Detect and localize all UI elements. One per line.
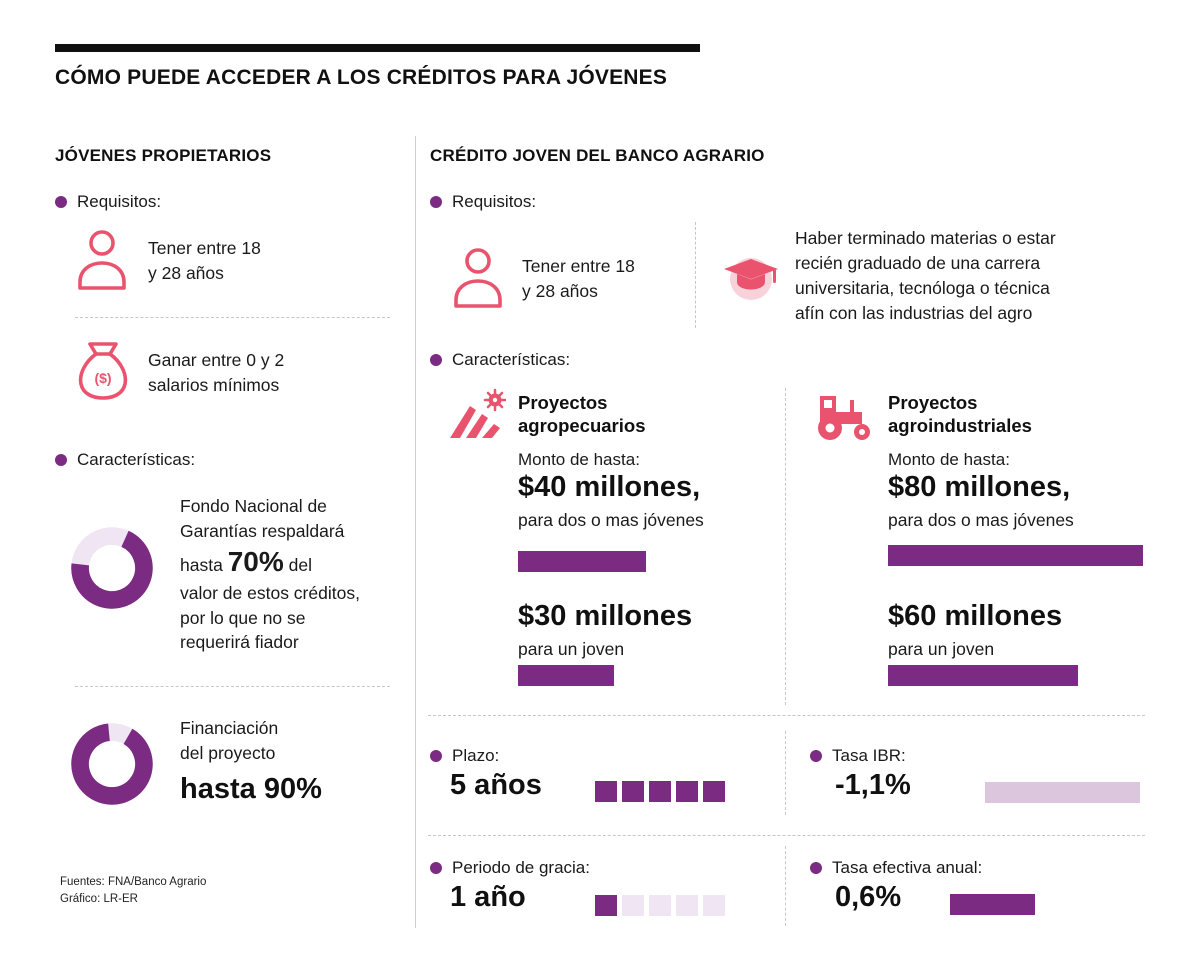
crop-field-icon <box>450 388 506 438</box>
divider <box>785 731 786 815</box>
industrial-amount-single: $60 millones <box>888 600 1063 632</box>
bar-industrial-group <box>888 545 1143 566</box>
industrial-amount-single-sub: para un joven <box>888 639 995 659</box>
financing-percent-value: hasta 90% <box>180 772 322 805</box>
bullet-dot-icon <box>430 862 442 874</box>
label-text: Plazo: <box>452 746 500 765</box>
tasa-ibr-label: Tasa IBR: <box>810 746 906 766</box>
divider <box>428 715 1145 716</box>
agro-monto-label: Monto de hasta: <box>518 450 640 469</box>
unit-square <box>676 895 698 916</box>
tasa-efectiva-label: Tasa efectiva anual: <box>810 858 982 878</box>
title-rule <box>55 44 700 52</box>
guarantee-percent-value: 70% <box>227 545 284 577</box>
right-req-education-text: Haber terminado materias o estar recién … <box>795 228 1056 323</box>
sources-note: Fuentes: FNA/Banco Agrario Gráfico: LR-E… <box>60 874 206 909</box>
label-text: Requisitos: <box>452 192 537 211</box>
bar-industrial-single <box>888 665 1078 686</box>
industrial-amount-group-sub: para dos o mas jóvenes <box>888 510 1074 530</box>
graduation-cap-icon <box>724 258 778 300</box>
agro-amount-group-sub: para dos o mas jóvenes <box>518 510 704 530</box>
label-text: Características: <box>77 450 196 469</box>
column-divider <box>415 136 416 928</box>
unit-square <box>622 781 644 802</box>
right-section-title: CRÉDITO JOVEN DEL BANCO AGRARIO <box>430 146 765 165</box>
plazo-label: Plazo: <box>430 746 499 766</box>
financing-intro: Financiación del proyecto <box>180 718 279 763</box>
unit-square <box>595 895 617 916</box>
guarantee-intro: Fondo Nacional de Garantías respaldará <box>180 496 345 541</box>
agro-amount-group: $40 millones, <box>518 471 701 503</box>
periodo-gracia-unit-squares <box>595 895 725 916</box>
tasa-ibr-value: -1,1% <box>835 769 911 801</box>
svg-text:($): ($) <box>94 370 111 386</box>
bullet-dot-icon <box>430 196 442 208</box>
industrial-amount-group: $80 millones, <box>888 471 1071 503</box>
donut-chart-70-percent <box>71 527 153 609</box>
divider <box>75 686 390 687</box>
bullet-dot-icon <box>430 750 442 762</box>
bar-agro-single <box>518 665 614 686</box>
right-caracteristicas-label: Características: <box>430 350 570 370</box>
label-text: Tasa efectiva anual: <box>832 858 983 877</box>
source-line: Fuentes: FNA/Banco Agrario <box>60 876 207 888</box>
label-text: Periodo de gracia: <box>452 858 590 877</box>
divider <box>695 222 696 328</box>
industrial-projects-title: Proyectos agroindustriales <box>888 392 1032 436</box>
bar-tasa-efectiva <box>950 894 1035 915</box>
bullet-dot-icon <box>55 196 67 208</box>
industrial-monto-label: Monto de hasta: <box>888 450 1010 469</box>
unit-square <box>649 895 671 916</box>
divider <box>785 846 786 926</box>
person-icon <box>78 230 126 290</box>
unit-square <box>595 781 617 802</box>
left-req-salary-text: Ganar entre 0 y 2 salarios mínimos <box>148 350 285 395</box>
bullet-dot-icon <box>430 354 442 366</box>
donut-chart-90-percent <box>71 723 153 805</box>
plazo-value: 5 años <box>450 769 542 801</box>
left-section-title: JÓVENES PROPIETARIOS <box>55 146 272 165</box>
unit-square <box>703 895 725 916</box>
bar-tasa-ibr <box>985 782 1140 803</box>
page-title: CÓMO PUEDE ACCEDER A LOS CRÉDITOS PARA J… <box>55 66 668 89</box>
guarantee-outro: valor de estos créditos, por lo que no s… <box>180 582 360 653</box>
agro-projects-title: Proyectos agropecuarios <box>518 392 646 436</box>
money-bag-icon: ($) <box>78 342 128 400</box>
unit-square <box>676 781 698 802</box>
guarantee-description: Fondo Nacional de Garantías respaldará h… <box>180 494 412 655</box>
left-requisitos-label: Requisitos: <box>55 192 161 212</box>
unit-square <box>703 781 725 802</box>
tractor-icon <box>818 396 870 440</box>
right-requisitos-label: Requisitos: <box>430 192 536 212</box>
unit-square <box>649 781 671 802</box>
bullet-dot-icon <box>810 750 822 762</box>
periodo-gracia-label: Periodo de gracia: <box>430 858 590 878</box>
label-text: Características: <box>452 350 571 369</box>
agro-amount-single: $30 millones <box>518 600 693 632</box>
guarantee-del-text: del <box>288 554 312 575</box>
person-icon <box>454 248 502 308</box>
source-line: Gráfico: LR-ER <box>60 893 138 906</box>
divider <box>75 317 390 318</box>
guarantee-highlight-line: hasta 70% del <box>180 545 412 577</box>
left-caracteristicas-label: Características: <box>55 450 195 470</box>
agro-amount-single-sub: para un joven <box>518 639 625 659</box>
label-text: Requisitos: <box>77 192 162 211</box>
right-req-age-text: Tener entre 18 y 28 años <box>522 256 635 301</box>
bullet-dot-icon <box>55 454 67 466</box>
bullet-dot-icon <box>810 862 822 874</box>
plazo-unit-squares <box>595 781 725 802</box>
label-text: Tasa IBR: <box>832 746 906 765</box>
unit-square <box>622 895 644 916</box>
periodo-gracia-value: 1 año <box>450 881 526 913</box>
left-req-age-text: Tener entre 18 y 28 años <box>148 238 261 283</box>
tasa-efectiva-value: 0,6% <box>835 881 902 913</box>
divider <box>785 388 786 705</box>
bar-agro-group <box>518 551 646 572</box>
financing-description: Financiación del proyecto hasta 90% <box>180 716 322 806</box>
divider <box>428 835 1145 836</box>
guarantee-hasta-text: hasta <box>180 554 223 575</box>
